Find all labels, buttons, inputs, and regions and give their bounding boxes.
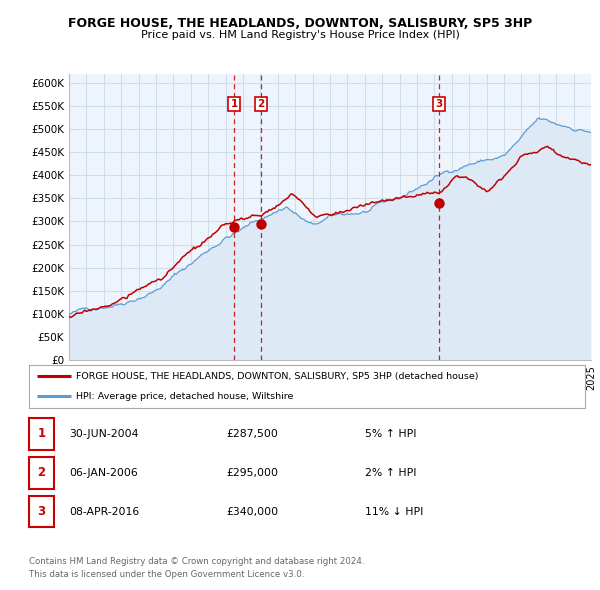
Text: Price paid vs. HM Land Registry's House Price Index (HPI): Price paid vs. HM Land Registry's House … bbox=[140, 30, 460, 40]
Text: 1: 1 bbox=[230, 99, 238, 109]
Text: 1: 1 bbox=[37, 427, 46, 440]
Text: £340,000: £340,000 bbox=[227, 507, 279, 516]
Text: 06-JAN-2006: 06-JAN-2006 bbox=[70, 468, 139, 477]
Text: FORGE HOUSE, THE HEADLANDS, DOWNTON, SALISBURY, SP5 3HP (detached house): FORGE HOUSE, THE HEADLANDS, DOWNTON, SAL… bbox=[76, 372, 479, 381]
Text: 2: 2 bbox=[257, 99, 265, 109]
Text: 30-JUN-2004: 30-JUN-2004 bbox=[70, 429, 139, 438]
Text: 08-APR-2016: 08-APR-2016 bbox=[70, 507, 140, 516]
Text: FORGE HOUSE, THE HEADLANDS, DOWNTON, SALISBURY, SP5 3HP: FORGE HOUSE, THE HEADLANDS, DOWNTON, SAL… bbox=[68, 17, 532, 30]
Text: 3: 3 bbox=[436, 99, 443, 109]
Text: HPI: Average price, detached house, Wiltshire: HPI: Average price, detached house, Wilt… bbox=[76, 392, 293, 401]
Text: 2% ↑ HPI: 2% ↑ HPI bbox=[365, 468, 416, 477]
Text: Contains HM Land Registry data © Crown copyright and database right 2024.: Contains HM Land Registry data © Crown c… bbox=[29, 558, 364, 566]
Text: 2: 2 bbox=[37, 466, 46, 479]
Text: 3: 3 bbox=[37, 505, 46, 518]
Text: This data is licensed under the Open Government Licence v3.0.: This data is licensed under the Open Gov… bbox=[29, 571, 304, 579]
Text: £287,500: £287,500 bbox=[227, 429, 278, 438]
Text: £295,000: £295,000 bbox=[227, 468, 279, 477]
Text: 5% ↑ HPI: 5% ↑ HPI bbox=[365, 429, 416, 438]
Text: 11% ↓ HPI: 11% ↓ HPI bbox=[365, 507, 423, 516]
